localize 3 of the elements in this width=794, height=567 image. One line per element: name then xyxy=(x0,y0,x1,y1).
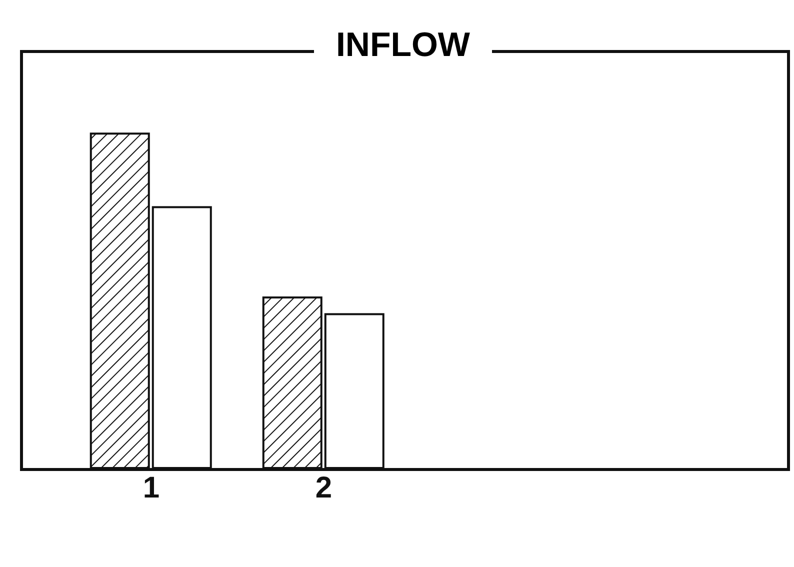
x-tick-label: 2 xyxy=(315,471,332,504)
x-tick-label: 1 xyxy=(142,471,160,504)
chart-title: INFLOW xyxy=(314,26,492,64)
